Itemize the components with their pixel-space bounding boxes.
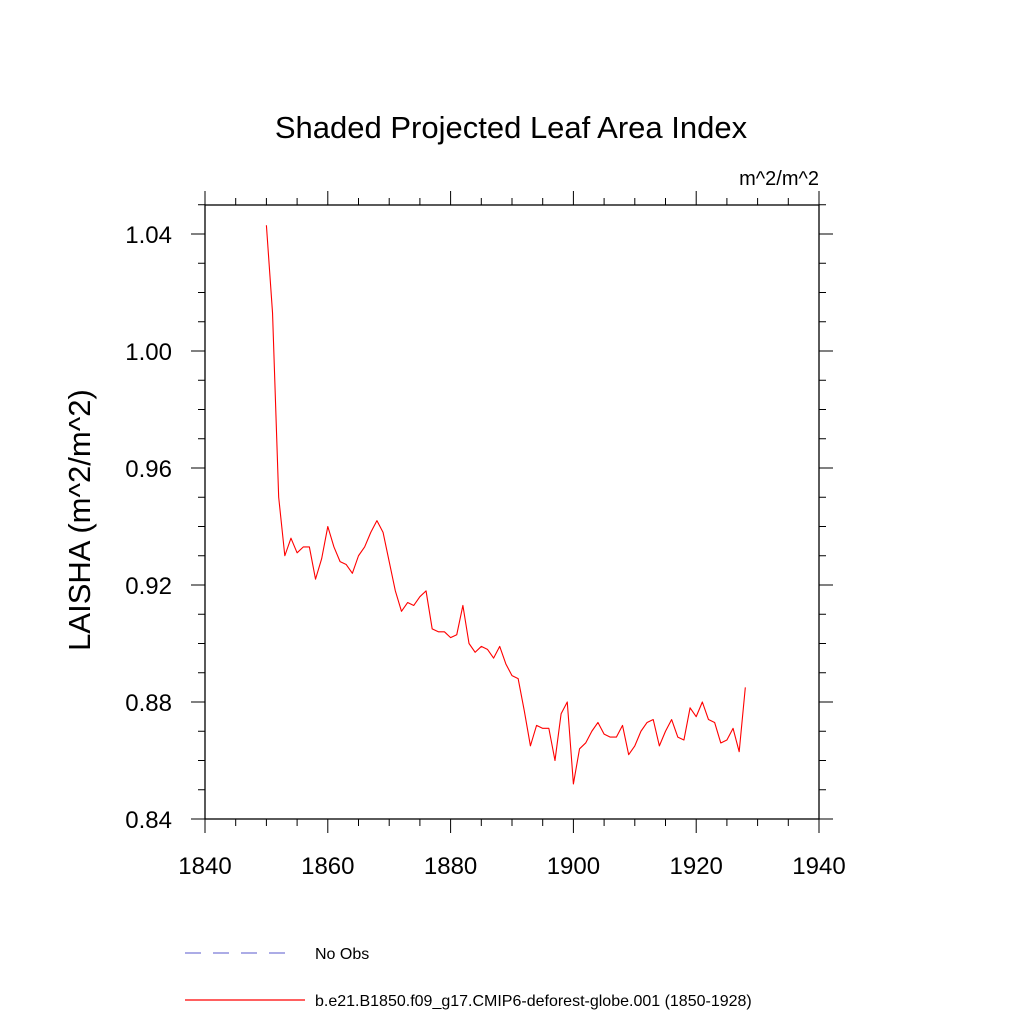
y-tick-label: 1.04 <box>125 222 172 249</box>
x-tick-label: 1920 <box>670 853 723 880</box>
legend: No Obs b.e21.B1850.f09_g17.CMIP6-defores… <box>185 946 752 1010</box>
axis-ticks <box>191 191 833 833</box>
x-tick-label: 1880 <box>424 853 477 880</box>
y-tick-label: 1.00 <box>125 339 172 366</box>
y-axis-label: LAISHA (m^2/m^2) <box>62 389 97 651</box>
y-tick-labels: 0.84 0.88 0.92 0.96 1.00 1.04 <box>125 222 172 834</box>
x-tick-label: 1900 <box>547 853 600 880</box>
y-tick-label: 0.96 <box>125 456 172 483</box>
units-label: m^2/m^2 <box>739 168 819 190</box>
legend-label-model-run: b.e21.B1850.f09_g17.CMIP6-deforest-globe… <box>315 993 752 1010</box>
x-tick-label: 1860 <box>301 853 354 880</box>
chart-title: Shaded Projected Leaf Area Index <box>275 110 748 145</box>
legend-label-no-obs: No Obs <box>315 946 369 963</box>
plot-frame <box>204 204 820 820</box>
y-tick-label: 0.92 <box>125 573 172 600</box>
series-line-model-run <box>265 225 746 785</box>
y-tick-label: 0.84 <box>125 807 172 834</box>
data-series <box>265 225 746 785</box>
x-tick-label: 1940 <box>792 853 845 880</box>
x-tick-labels: 1840 1860 1880 1900 1920 1940 <box>178 853 845 880</box>
x-tick-label: 1840 <box>178 853 231 880</box>
y-tick-label: 0.88 <box>125 690 172 717</box>
